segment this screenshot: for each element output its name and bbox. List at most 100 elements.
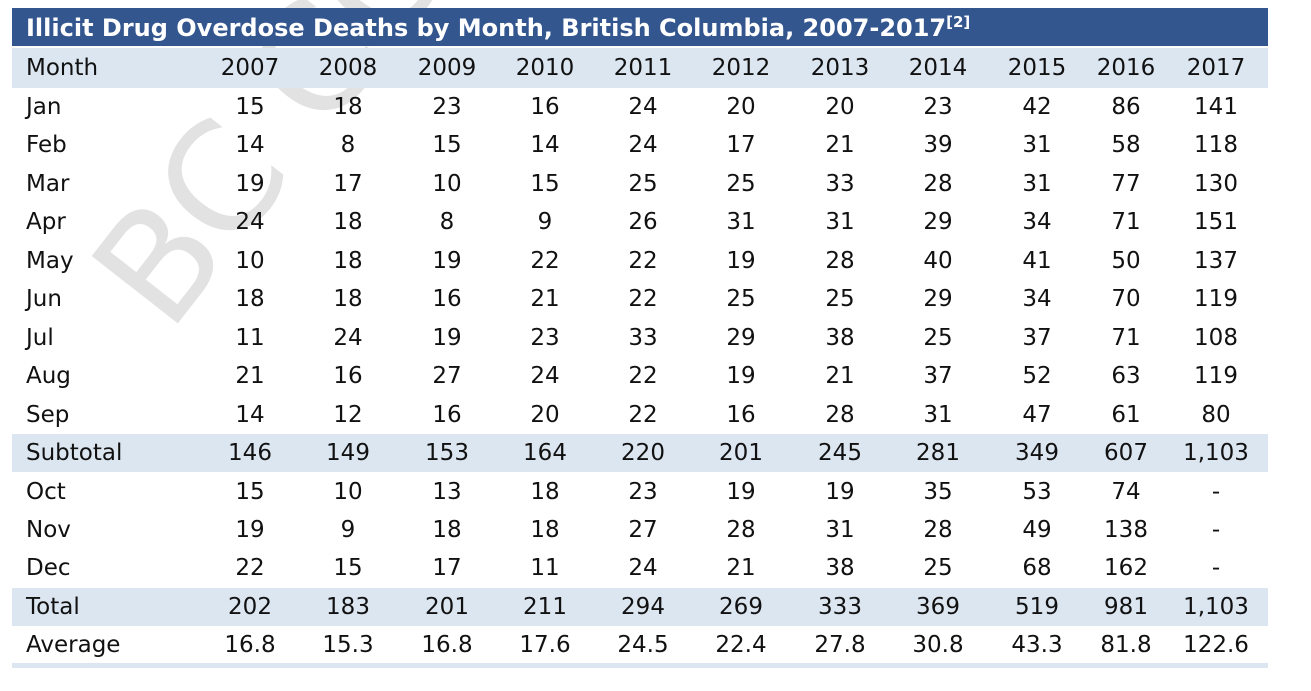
table-cell: 15.3	[322, 632, 374, 659]
header-cell: 2011	[613, 55, 673, 81]
table-cell: 183	[326, 593, 370, 620]
table-cell: 23	[530, 324, 560, 351]
table-cell: 16	[530, 94, 560, 120]
table-cell: 18	[530, 478, 560, 505]
table-cell: 16.8	[224, 632, 276, 659]
table-cell: 15	[432, 132, 462, 159]
header-cell: 2007	[220, 55, 280, 81]
table-cell: 28	[825, 401, 855, 428]
table-cell: 77	[1111, 170, 1141, 197]
title-reference: [2]	[946, 13, 971, 31]
table-cell: 18	[530, 516, 560, 543]
header-cell: 2013	[810, 55, 870, 81]
table-cell: 63	[1111, 363, 1141, 390]
table-cell: 607	[1104, 440, 1148, 467]
header-cell: 2014	[908, 55, 968, 81]
row-label: Sep	[26, 401, 70, 428]
table-cell: 16	[432, 401, 462, 428]
table-cell: 333	[818, 593, 862, 620]
table-cell: 22.4	[715, 632, 767, 659]
table-cell: 50	[1111, 247, 1141, 274]
header-cell: 2010	[515, 55, 575, 81]
table-cell: 24	[628, 555, 658, 582]
table-cell: 22	[628, 363, 658, 390]
table-cell: 41	[1022, 247, 1052, 274]
table-cell: 71	[1111, 209, 1141, 236]
table-cell: 23	[628, 478, 658, 505]
table-cell: 16	[432, 286, 462, 313]
table-cell: 68	[1022, 555, 1052, 582]
table-cell: 25	[923, 555, 953, 582]
table-cell: 11	[530, 555, 560, 582]
table-cell: 245	[818, 440, 862, 467]
table-cell: 138	[1104, 516, 1148, 543]
table-cell: 20	[530, 401, 560, 428]
table-cell: 81.8	[1100, 632, 1152, 659]
table-cell: 14	[235, 401, 265, 428]
table-cell: 19	[235, 516, 265, 543]
row-label: Total	[26, 593, 80, 620]
table-cell: 21	[825, 132, 855, 159]
table-cell: 39	[923, 132, 953, 159]
table-cell: 28	[726, 516, 756, 543]
table-cell: 21	[726, 555, 756, 582]
row-label: May	[26, 247, 74, 274]
row-label: Subtotal	[26, 440, 123, 467]
table-cell: 29	[923, 286, 953, 313]
table-cell: 53	[1022, 478, 1052, 505]
table-cell: 162	[1104, 555, 1148, 582]
table-cell: 153	[425, 440, 469, 467]
table-cell: 19	[432, 247, 462, 274]
header-cell: 2008	[318, 55, 378, 81]
table-cell: 151	[1194, 209, 1238, 236]
table-cell: 43.3	[1011, 632, 1063, 659]
table-cell: 17	[432, 555, 462, 582]
summary-band	[12, 434, 1268, 473]
table-cell: 33	[628, 324, 658, 351]
table-cell: 23	[432, 94, 462, 120]
table-cell: 37	[923, 363, 953, 390]
table-cell: 149	[326, 440, 370, 467]
table-cell: 16.8	[421, 632, 473, 659]
table-cell: 40	[923, 247, 953, 274]
table-cell: 27	[432, 363, 462, 390]
table-cell: 38	[825, 555, 855, 582]
table-cell: 519	[1015, 593, 1059, 620]
table-cell: 22	[628, 286, 658, 313]
header-cell: 2009	[417, 55, 477, 81]
table-cell: 10	[432, 170, 462, 197]
table-cell: 24	[333, 324, 363, 351]
table-cell: 15	[235, 478, 265, 505]
table-cell: 211	[523, 593, 567, 620]
table-cell: 10	[333, 478, 363, 505]
row-label: Average	[26, 632, 121, 659]
table-cell: 14	[235, 132, 265, 159]
table-cell: 18	[333, 247, 363, 274]
table-cell: 269	[719, 593, 763, 620]
table-cell: 22	[628, 401, 658, 428]
row-label: Nov	[26, 516, 71, 543]
table-cell: 24.5	[617, 632, 669, 659]
table-cell: 86	[1111, 94, 1141, 120]
table-cell: 14	[530, 132, 560, 159]
table-cell: 12	[333, 401, 363, 428]
table-cell: 281	[916, 440, 960, 467]
table-cell: 31	[1022, 132, 1052, 159]
table-cell: 18	[235, 286, 265, 313]
table-cell: 34	[1022, 286, 1052, 313]
table-cell: 74	[1111, 478, 1141, 505]
table-cell: 21	[530, 286, 560, 313]
table-cell: -	[1211, 555, 1221, 582]
table-cell: 24	[628, 94, 658, 120]
table-cell: 20	[825, 94, 855, 120]
table-cell: 118	[1194, 132, 1238, 159]
table-cell: 31	[726, 209, 756, 236]
table-cell: 31	[825, 209, 855, 236]
table-cell: 70	[1111, 286, 1141, 313]
table-cell: 18	[333, 209, 363, 236]
header-cell: 2012	[711, 55, 771, 81]
table-cell: 10	[235, 247, 265, 274]
table-cell: 164	[523, 440, 567, 467]
table-cell: 22	[235, 555, 265, 582]
